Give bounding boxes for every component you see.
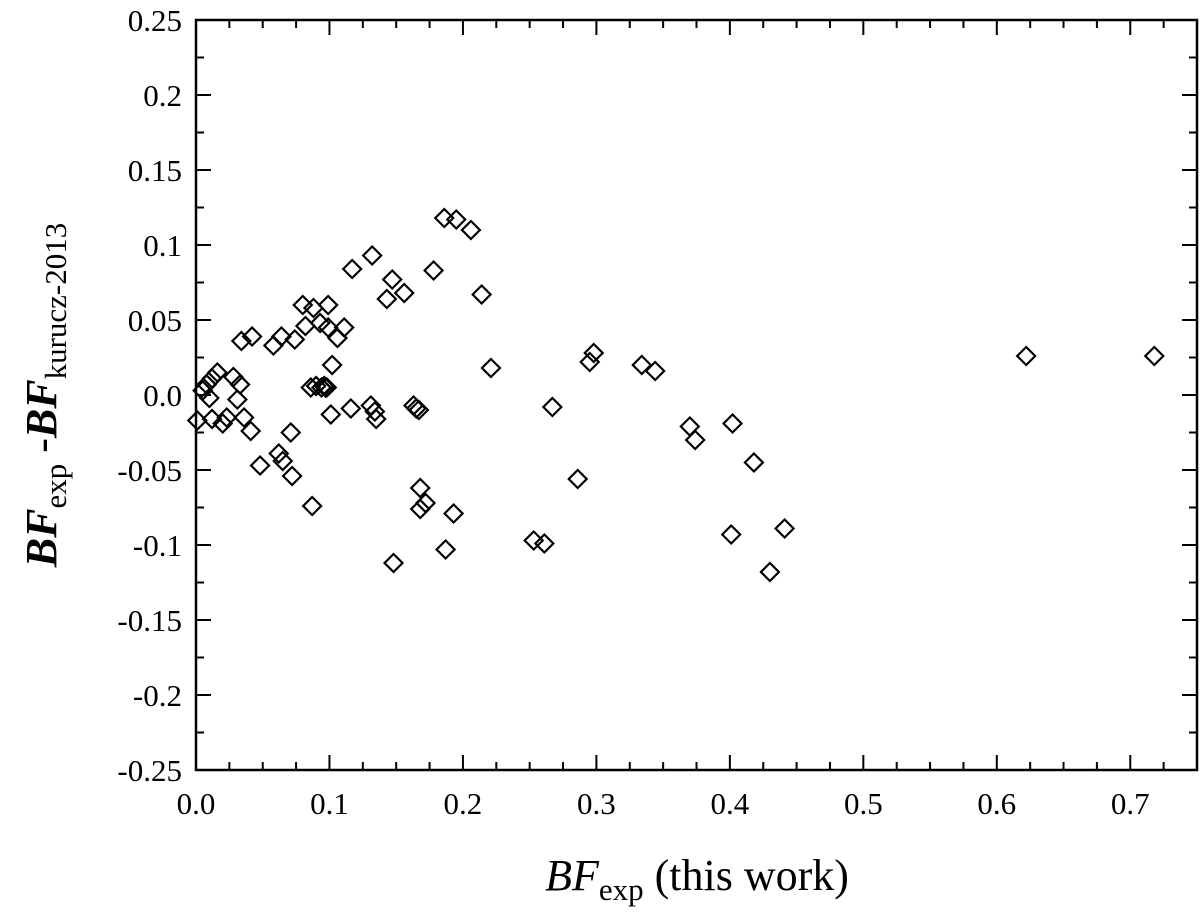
y-tick-label: 0.15 [128, 153, 182, 188]
y-tick-label: 0.1 [143, 228, 182, 263]
data-point [230, 330, 252, 352]
x-tick-label: 0.6 [977, 786, 1016, 821]
data-point [249, 454, 271, 477]
axis-ticks [195, 19, 1198, 771]
data-point [523, 529, 545, 552]
data-point [445, 208, 467, 231]
y-tick-label: 0.05 [128, 303, 182, 338]
data-point [435, 538, 457, 561]
x-tick-label: 0.5 [844, 786, 883, 821]
data-point [206, 361, 228, 384]
data-point [196, 373, 218, 396]
data-point [216, 406, 238, 429]
data-point [241, 325, 263, 348]
y-axis-title: BFexp -BFkurucz-2013 [17, 223, 73, 569]
y-tick-label: -0.2 [133, 678, 182, 713]
y-tick-label: -0.1 [133, 528, 182, 563]
data-point [381, 268, 403, 291]
data-points [186, 207, 1165, 583]
data-point [272, 450, 294, 472]
y-tick-labels: -0.25 -0.2 -0.15 -0.1 -0.05 0.0 0.05 0.1 0.15 0.2… [117, 3, 182, 788]
data-point [579, 351, 601, 373]
data-point [320, 403, 342, 426]
data-point [1015, 345, 1037, 367]
data-point [409, 498, 431, 520]
data-point [721, 412, 744, 435]
data-point [340, 397, 362, 420]
data-point [280, 421, 302, 444]
data-point [393, 282, 415, 304]
data-point [743, 451, 765, 474]
data-point [284, 328, 306, 351]
data-point [333, 316, 355, 339]
data-point [567, 468, 589, 490]
y-tick-label: -0.15 [117, 603, 182, 638]
data-point [631, 354, 653, 376]
data-point [720, 523, 742, 546]
data-point [301, 495, 323, 517]
data-point [480, 357, 502, 379]
x-tick-label: 0.4 [710, 786, 749, 821]
data-point [361, 244, 383, 267]
data-point [212, 412, 234, 435]
x-tick-label: 0.1 [310, 786, 349, 821]
data-point [541, 396, 563, 418]
data-point [341, 258, 363, 280]
data-point [409, 477, 431, 499]
data-point [408, 399, 430, 421]
data-point [317, 316, 339, 339]
x-tick-labels: 0.0 0.1 0.2 0.3 0.4 0.5 0.6 0.7 [177, 786, 1150, 821]
data-point [262, 334, 284, 357]
data-point [292, 294, 314, 316]
data-point [774, 517, 796, 540]
data-point [423, 259, 445, 282]
data-point [583, 342, 605, 364]
data-point [233, 406, 255, 429]
data-point [316, 376, 338, 399]
data-point [240, 420, 262, 442]
y-tick-label: -0.25 [117, 753, 182, 788]
data-point [471, 283, 493, 306]
x-tick-label: 0.0 [177, 786, 216, 821]
data-point [201, 367, 223, 390]
data-point [443, 502, 465, 525]
data-point [270, 325, 292, 348]
y-tick-label: 0.2 [143, 78, 182, 113]
data-point [364, 400, 386, 423]
data-point [376, 288, 398, 310]
data-point [321, 354, 343, 376]
data-point [1143, 345, 1165, 367]
data-point [365, 408, 387, 430]
data-point [326, 327, 349, 349]
x-tick-label: 0.3 [577, 786, 616, 821]
data-point [644, 360, 666, 382]
data-point [268, 442, 290, 465]
data-point [294, 315, 316, 337]
y-tick-label: 0.0 [143, 378, 182, 413]
plot-frame [194, 18, 1199, 772]
y-tick-label: 0.25 [128, 3, 182, 38]
x-tick-label: 0.7 [1111, 786, 1150, 821]
x-axis-title: BFexp (this work) [545, 851, 849, 907]
x-tick-label: 0.2 [444, 786, 483, 821]
data-point [415, 492, 437, 514]
y-tick-label: -0.05 [117, 453, 182, 488]
data-point [229, 373, 251, 396]
data-point [281, 465, 303, 487]
data-point [533, 532, 555, 555]
data-point [382, 552, 405, 574]
data-point [684, 429, 706, 451]
data-point [317, 294, 339, 316]
data-point [226, 388, 248, 411]
data-point [759, 561, 781, 583]
data-point [460, 219, 482, 241]
